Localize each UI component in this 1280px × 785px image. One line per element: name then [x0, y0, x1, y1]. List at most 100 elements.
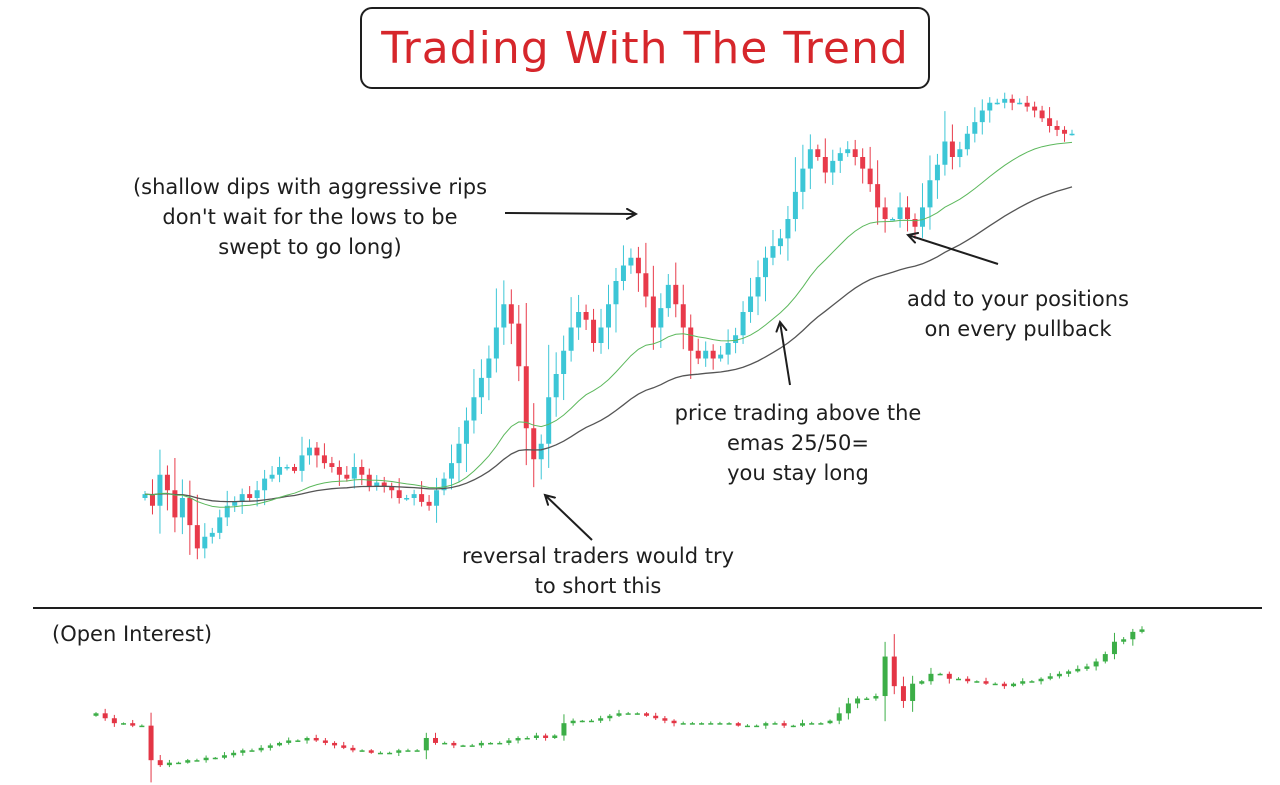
price-candles-candle [725, 343, 731, 355]
oi-candles-candle [992, 683, 998, 686]
price-candles-candle [665, 284, 671, 309]
oi-candles-candle [1047, 676, 1053, 679]
chart-title: Trading With The Trend [381, 22, 909, 74]
price-candles-candle [680, 304, 686, 328]
price-candles-candle [1062, 129, 1068, 134]
oi-candles-candle [671, 720, 677, 724]
price-candles-candle [441, 478, 447, 491]
oi-candles-candle [1029, 681, 1035, 683]
oi-candles-candle [607, 715, 613, 719]
price-candles-candle [321, 455, 327, 464]
oi-candles-candle [130, 723, 136, 726]
price-candles-candle [882, 207, 888, 219]
price-candles-candle [807, 149, 813, 169]
oi-candles-candle [1130, 631, 1136, 640]
oi-candles-candle [93, 713, 99, 716]
oi-candles-candle [121, 723, 127, 725]
price-candles-candle [1054, 126, 1060, 130]
oi-candles-candle [359, 750, 365, 752]
price-candles-candle [755, 277, 761, 297]
arrow-shallow-dips [504, 213, 636, 214]
price-candles-candle [478, 377, 484, 398]
oi-candles-candle [286, 740, 292, 743]
oi-candles-candle [442, 742, 448, 745]
oi-candles-candle [983, 681, 989, 684]
note-shallow-dips-line-2: don't wait for the lows to be [162, 205, 458, 229]
oi-candles-candle [194, 760, 200, 762]
oi-candles-candle [882, 656, 888, 697]
oi-candles-candle [515, 737, 521, 741]
oi-candles-candle [790, 725, 796, 728]
price-candles-candle [531, 428, 537, 460]
price-candles-candle [905, 207, 911, 219]
oi-candles-candle [350, 747, 356, 751]
oi-candles-candle [231, 752, 237, 756]
note-price-above-emas-line-2: emas 25/50= [727, 431, 869, 455]
note-add-positions-line-1: add to your positions [907, 287, 1129, 311]
oi-candles-candle [313, 737, 319, 741]
price-candles-candle [695, 350, 701, 359]
price-candles-candle [673, 284, 679, 305]
price-candles-candle [934, 164, 940, 181]
price-candles-candle [830, 160, 836, 173]
price-candles-candle [292, 467, 298, 471]
oi-candles-candle [662, 718, 668, 721]
oi-candles-candle [561, 723, 567, 736]
oi-candles-candle [864, 698, 870, 700]
price-candles-candle [149, 494, 155, 506]
price-candles-candle [254, 490, 260, 498]
price-candles [142, 92, 1075, 560]
price-candles-candle [635, 257, 641, 274]
oi-candles-candle [699, 723, 705, 725]
price-candles-candle [434, 490, 440, 506]
price-candles-candle [299, 455, 305, 471]
oi-candles-candle [157, 760, 163, 766]
price-candles-candle [546, 397, 552, 444]
oi-candles-candle [891, 656, 897, 687]
price-candles-candle [815, 149, 821, 157]
price-candles-candle [897, 207, 903, 219]
oi-candles-candle [744, 725, 750, 728]
oi-candles-candle [1020, 681, 1026, 684]
oi-candles-candle [506, 740, 512, 743]
oi-candles-candle [644, 713, 650, 716]
oi-candles-candle [322, 740, 328, 743]
note-add-positions: add to your positions on every pullback [868, 284, 1168, 344]
price-candles-candle [994, 102, 1000, 105]
price-candles-candle [1032, 106, 1038, 111]
oi-candles-candle [809, 723, 815, 725]
oi-candles-candle [928, 673, 934, 682]
arrow-reversal [545, 495, 593, 541]
note-reversal-line-2: to short this [534, 574, 662, 598]
oi-candles-candle [543, 735, 549, 738]
oi-candles-candle [552, 735, 558, 738]
price-candles-candle [979, 110, 985, 123]
price-candles-candle [411, 494, 417, 498]
price-candles-candle [957, 149, 963, 157]
oi-candles-candle [414, 750, 420, 752]
oi-candles-candle [598, 718, 604, 721]
price-candles-candle [426, 501, 432, 506]
price-candles-candle [583, 312, 589, 320]
oi-candles-candle [469, 745, 475, 747]
oi-candles-candle [570, 720, 576, 724]
oi-candles-candle [212, 757, 218, 760]
oi-candles-candle [432, 737, 438, 743]
price-candles-candle [217, 517, 223, 533]
price-candles-candle [867, 168, 873, 185]
oi-candles-candle [653, 715, 659, 719]
oi-candles-candle [185, 760, 191, 763]
oi-candles-candle [524, 737, 530, 740]
oi-candles-candle [451, 742, 457, 746]
price-candles-candle [419, 494, 425, 502]
price-candles-candle [972, 122, 978, 134]
price-candles-candle [606, 304, 611, 328]
oi-candles-candle [249, 750, 255, 752]
oi-candles-candle [634, 713, 640, 715]
oi-candles-candle [800, 723, 806, 726]
oi-candles-candle [341, 745, 347, 748]
price-candles-candle [224, 505, 230, 518]
price-candles-candle [561, 350, 567, 374]
oi-candles-candle [827, 720, 833, 724]
oi-candles-candle [478, 742, 484, 746]
